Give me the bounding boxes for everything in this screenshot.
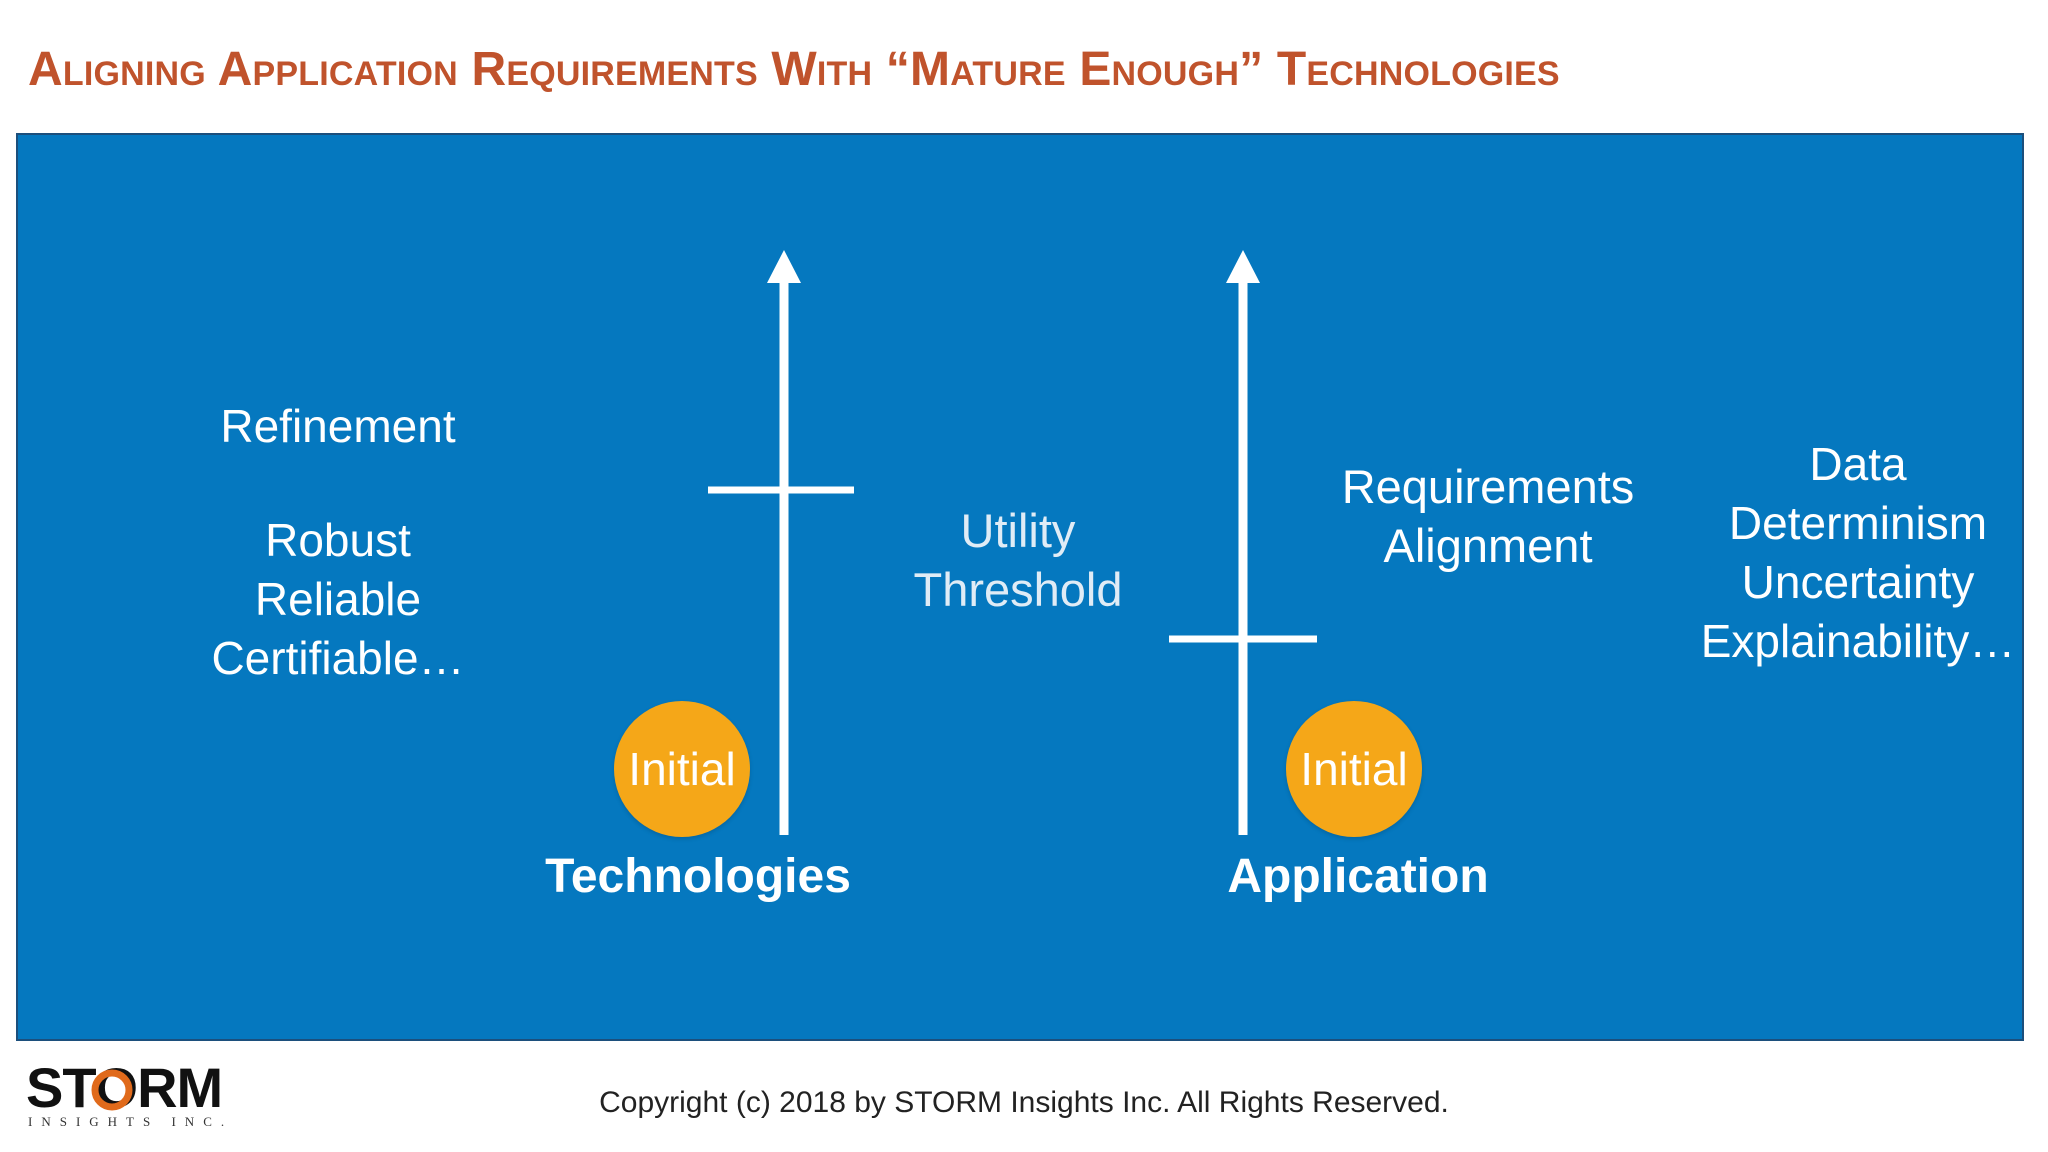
- data-attribute-item: Uncertainty: [1741, 556, 1975, 608]
- application-initial-badge: Initial: [1286, 701, 1422, 837]
- utility-threshold-line: Threshold: [913, 563, 1123, 616]
- requirements-alignment-label: Requirements Alignment: [1318, 457, 1658, 575]
- technologies-arrow: [767, 250, 801, 835]
- data-attributes: Data Determinism Uncertainty Explainabil…: [1688, 435, 2028, 671]
- application-axis-label: Application: [1227, 850, 1489, 903]
- logo-subtitle: INSIGHTS INC.: [28, 1114, 234, 1129]
- storm-logo: STORM INSIGHTS INC.: [26, 1060, 224, 1130]
- quality-item: Reliable: [254, 573, 422, 625]
- data-attribute-item: Data: [1809, 438, 1907, 490]
- requirements-alignment-line: Alignment: [1383, 519, 1593, 572]
- diagram-arrows: [708, 250, 1317, 835]
- refinement-heading: Refinement: [220, 400, 456, 452]
- utility-threshold-label: Utility Threshold: [868, 501, 1168, 619]
- copyright-notice: Copyright (c) 2018 by STORM Insights Inc…: [599, 1086, 1449, 1119]
- technologies-initial-badge: Initial: [614, 701, 750, 837]
- quality-item: Certifiable…: [211, 632, 465, 684]
- application-arrow: [1226, 250, 1260, 835]
- technologies-axis-label: Technologies: [545, 850, 851, 903]
- slide-title: Aligning Application Requirements With “…: [28, 43, 1560, 96]
- data-attribute-item: Determinism: [1728, 497, 1988, 549]
- diagram-panel: Refinement Robust Reliable Certifiable… …: [16, 133, 2024, 1041]
- data-attribute-item: Explainability…: [1700, 615, 2016, 667]
- logo-target-icon: [91, 1069, 133, 1111]
- quality-item: Robust: [265, 514, 411, 566]
- refinement-qualities: Robust Reliable Certifiable…: [138, 511, 538, 688]
- utility-threshold-line: Utility: [960, 504, 1076, 557]
- requirements-alignment-line: Requirements: [1341, 460, 1635, 513]
